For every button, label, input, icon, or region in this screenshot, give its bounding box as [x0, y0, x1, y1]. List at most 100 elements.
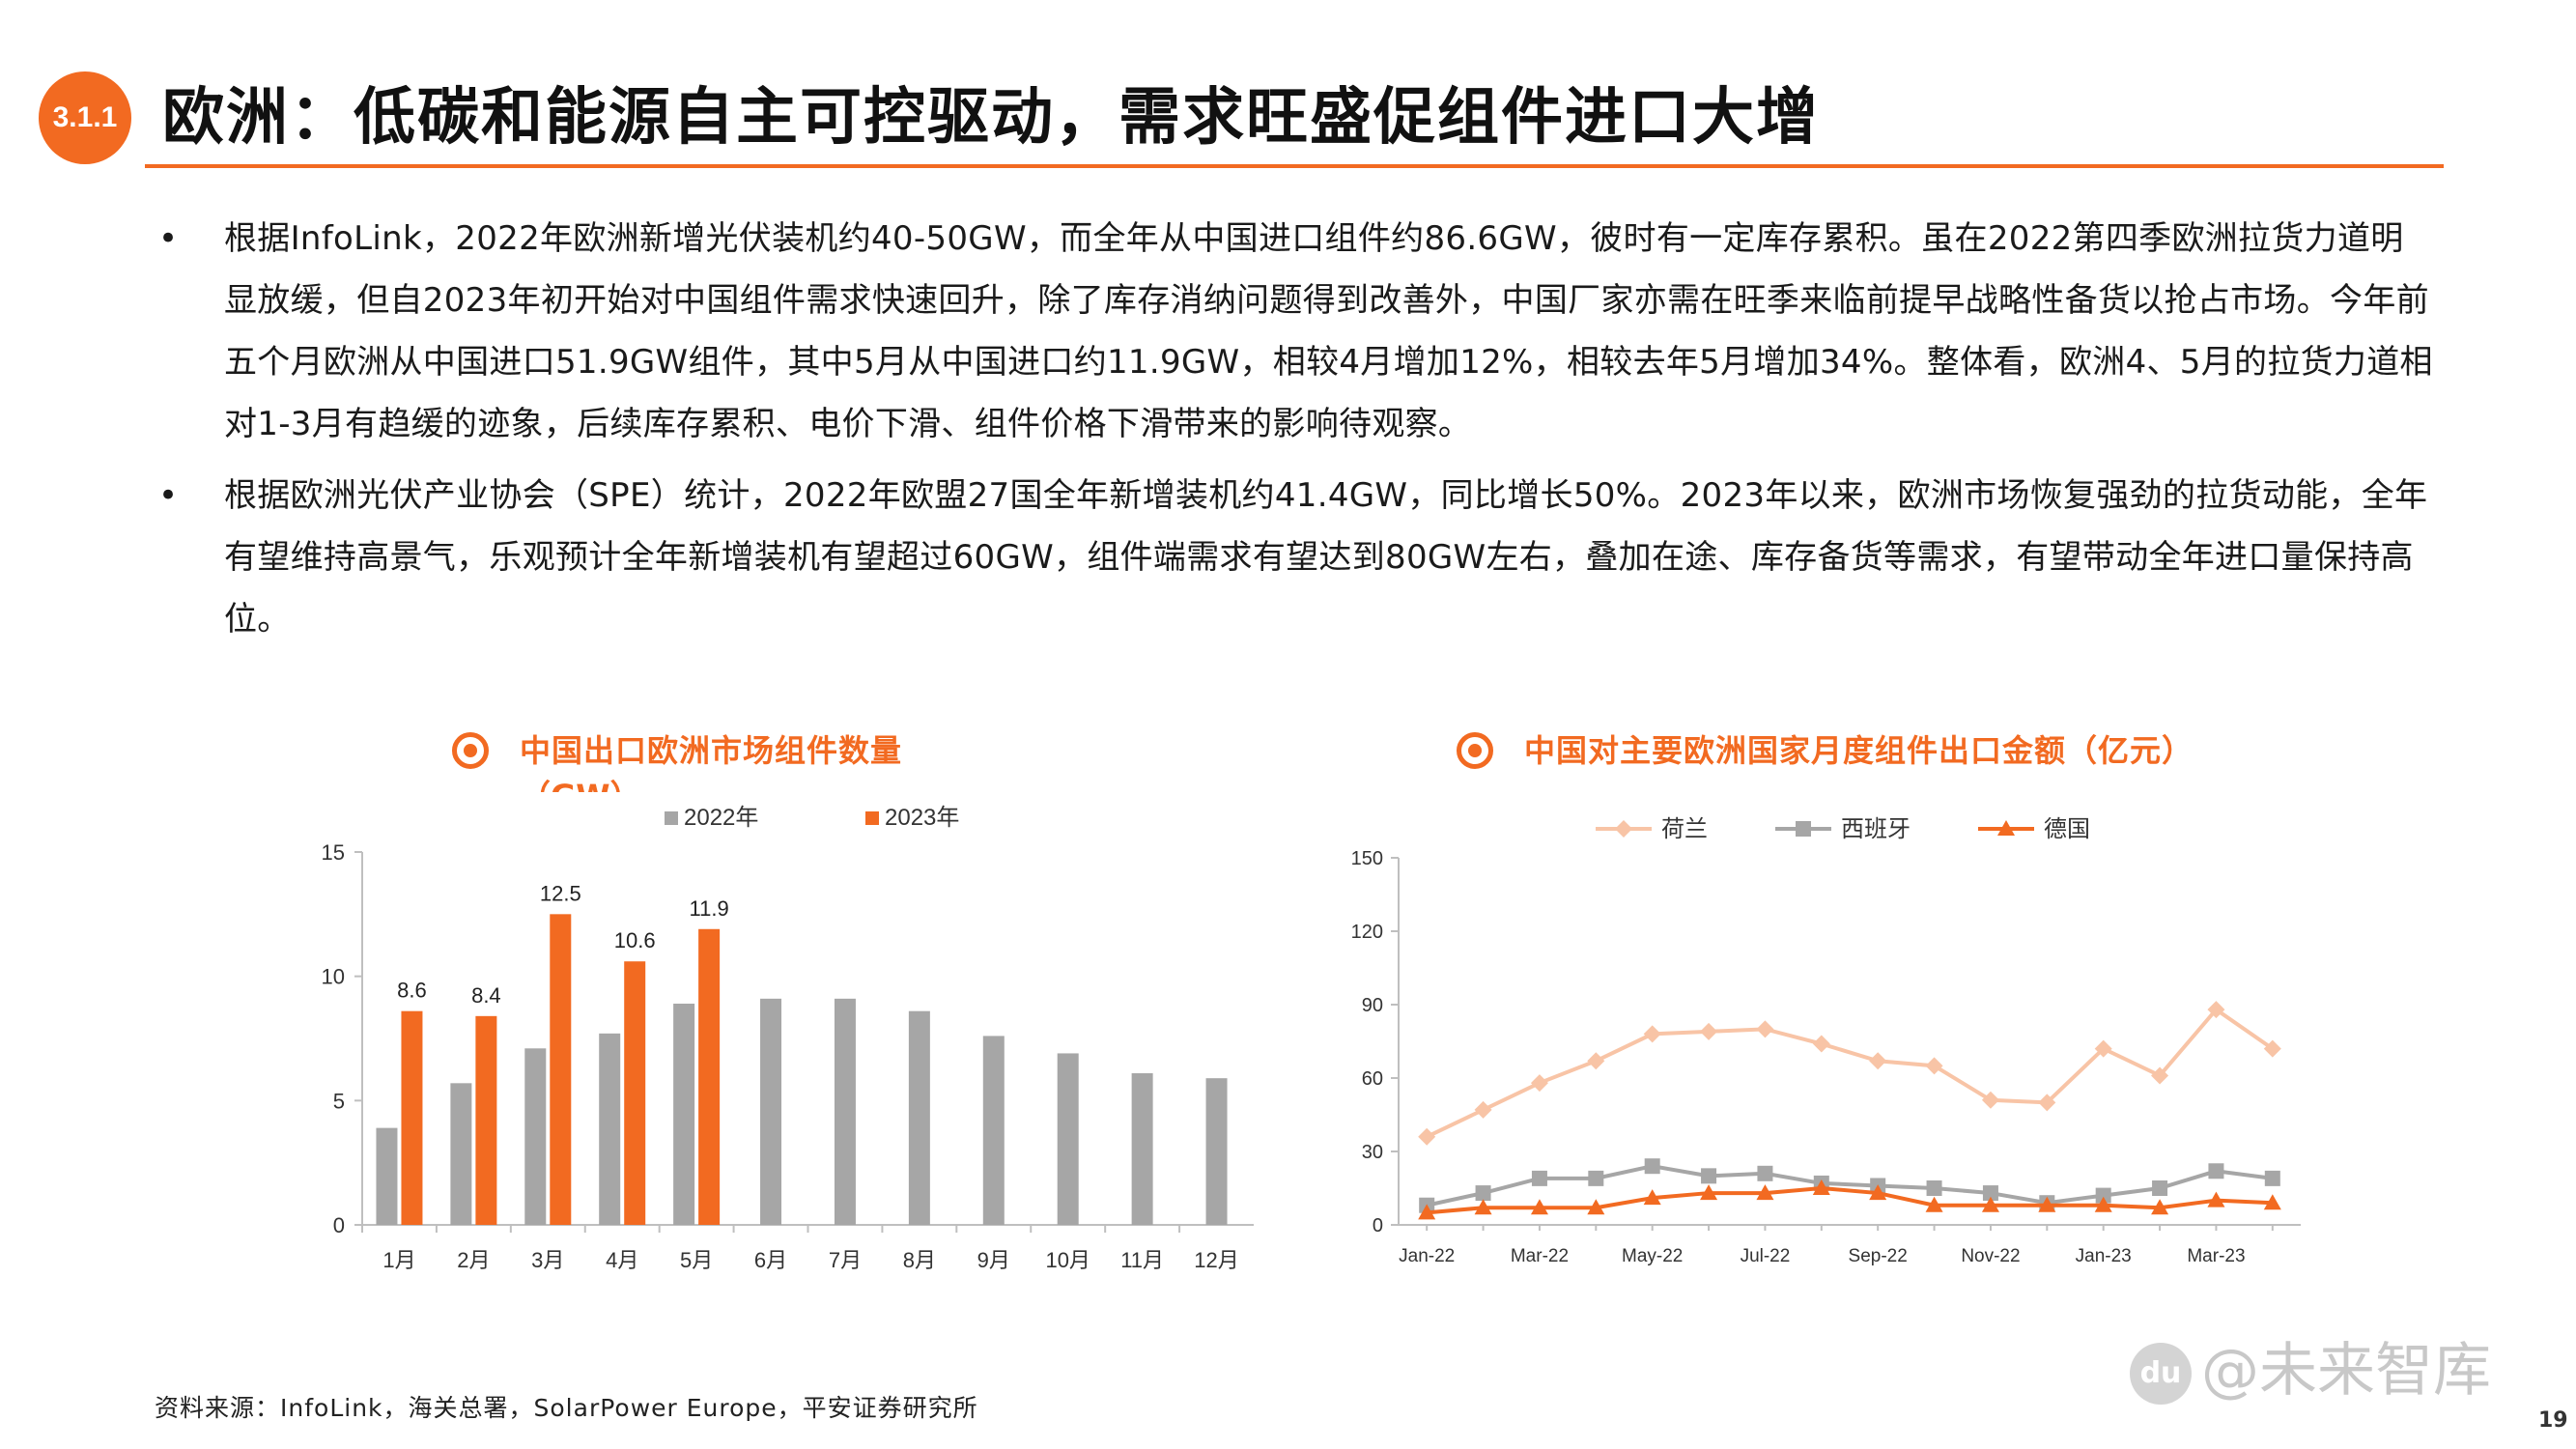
- legend-marker-德国: [1997, 820, 2015, 836]
- series-point-荷兰: [1418, 1127, 1436, 1146]
- x-tick-label: 6月: [754, 1248, 787, 1272]
- series-point-荷兰: [1869, 1052, 1887, 1070]
- x-tick-label: Jan-23: [2076, 1246, 2132, 1266]
- series-point-德国: [2207, 1191, 2225, 1208]
- bullet-item: • 根据InfoLink，2022年欧洲新增光伏装机约40-50GW，而全年从中…: [155, 208, 2434, 455]
- legend-label: 德国: [2044, 816, 2090, 842]
- title-divider: [145, 164, 2444, 168]
- series-line-德国: [1427, 1185, 2273, 1215]
- watermark-text: @未来智库: [2201, 1337, 2491, 1405]
- series-point-荷兰: [2207, 1001, 2225, 1019]
- series-point-荷兰: [1812, 1035, 1830, 1053]
- y-tick-label: 5: [333, 1089, 345, 1113]
- series-point-德国: [1981, 1196, 1999, 1212]
- x-tick-label: Jan-22: [1399, 1246, 1455, 1266]
- bar-2022: [982, 1036, 1005, 1225]
- y-tick-label: 0: [1373, 1215, 1383, 1236]
- series-point-西班牙: [1926, 1180, 1942, 1196]
- series-point-德国: [2263, 1194, 2281, 1210]
- source-note: 资料来源：InfoLink，海关总署，SolarPower Europe，平安证…: [155, 1394, 978, 1422]
- series-point-德国: [1812, 1179, 1830, 1195]
- series-point-西班牙: [2208, 1163, 2224, 1179]
- legend-label: 2022年: [684, 805, 758, 831]
- x-tick-label: 5月: [680, 1248, 713, 1272]
- line-chart-title-text: 中国对主要欧洲国家月度组件出口金额（亿元）: [1524, 732, 2194, 769]
- bullet-item: • 根据欧洲光伏产业协会（SPE）统计，2022年欧盟27国全年新增装机约41.…: [155, 465, 2434, 650]
- bar-data-label: 8.4: [471, 983, 501, 1008]
- bar-2023: [475, 1015, 497, 1225]
- legend-label: 2023年: [885, 805, 959, 831]
- x-tick-label: Mar-22: [1511, 1246, 1569, 1266]
- legend-label: 荷兰: [1661, 816, 1708, 842]
- x-tick-label: Sep-22: [1849, 1246, 1908, 1266]
- series-point-荷兰: [2151, 1066, 2169, 1085]
- series-point-德国: [2151, 1199, 2169, 1215]
- bullet-text: 根据InfoLink，2022年欧洲新增光伏装机约40-50GW，而全年从中国进…: [224, 219, 2433, 443]
- series-point-荷兰: [1700, 1022, 1718, 1040]
- watermark: du @未来智库: [2130, 1323, 2491, 1407]
- bar-2022: [1205, 1078, 1228, 1225]
- x-tick-label: 4月: [606, 1248, 638, 1272]
- series-point-荷兰: [2263, 1039, 2281, 1058]
- watermark-logo-icon: du: [2130, 1343, 2192, 1406]
- bar-2022: [1131, 1073, 1153, 1225]
- series-point-荷兰: [1756, 1020, 1774, 1038]
- series-point-德国: [1418, 1204, 1436, 1220]
- bar-2023: [401, 1010, 423, 1225]
- bullet-dot-icon: •: [158, 219, 179, 258]
- x-tick-label: 1月: [382, 1248, 415, 1272]
- bar-data-label: 11.9: [690, 896, 729, 921]
- x-tick-label: Jul-22: [1741, 1246, 1791, 1266]
- x-tick-label: May-22: [1622, 1246, 1683, 1266]
- series-point-德国: [1643, 1189, 1661, 1206]
- x-tick-label: Nov-22: [1961, 1246, 2020, 1266]
- series-point-荷兰: [1925, 1057, 1943, 1075]
- x-tick-label: 11月: [1120, 1248, 1164, 1272]
- series-point-荷兰: [2038, 1094, 2056, 1112]
- y-tick-label: 10: [322, 965, 345, 989]
- series-point-西班牙: [1701, 1168, 1717, 1184]
- bar-data-label: 10.6: [614, 928, 656, 952]
- series-point-德国: [1925, 1196, 1943, 1212]
- series-point-西班牙: [1588, 1170, 1604, 1186]
- series-point-德国: [2038, 1196, 2056, 1212]
- bar-2022: [673, 1003, 695, 1225]
- series-point-西班牙: [1644, 1158, 1660, 1175]
- target-icon: [1457, 732, 1493, 769]
- bar-2022: [450, 1083, 472, 1225]
- series-point-荷兰: [1981, 1091, 1999, 1109]
- x-tick-label: 10月: [1045, 1248, 1090, 1272]
- bullet-list: • 根据InfoLink，2022年欧洲新增光伏装机约40-50GW，而全年从中…: [155, 208, 2434, 660]
- bar-2022: [524, 1048, 547, 1225]
- series-point-荷兰: [1474, 1100, 1492, 1119]
- series-point-荷兰: [1530, 1074, 1548, 1093]
- bar-2022: [908, 1010, 930, 1225]
- y-tick-label: 30: [1362, 1142, 1383, 1163]
- y-tick-label: 15: [322, 840, 345, 865]
- series-point-西班牙: [1531, 1170, 1547, 1186]
- series-point-西班牙: [2152, 1180, 2168, 1196]
- bullet-text: 根据欧洲光伏产业协会（SPE）统计，2022年欧盟27国全年新增装机约41.4G…: [224, 476, 2428, 639]
- x-tick-label: 12月: [1194, 1248, 1238, 1272]
- bar-data-label: 12.5: [540, 881, 581, 905]
- y-tick-label: 90: [1362, 995, 1383, 1016]
- legend-label: 西班牙: [1841, 816, 1911, 842]
- bar-2022: [599, 1033, 621, 1225]
- bar-chart-title: 中国出口欧洲市场组件数量 （GW）: [452, 726, 1032, 796]
- series-point-西班牙: [2264, 1170, 2280, 1186]
- bar-2023: [550, 914, 572, 1225]
- series-point-德国: [2094, 1196, 2112, 1212]
- legend-swatch-2022年: [665, 811, 678, 825]
- series-point-德国: [1756, 1184, 1774, 1201]
- series-point-德国: [1474, 1199, 1492, 1215]
- y-tick-label: 120: [1351, 922, 1383, 943]
- series-point-德国: [1587, 1199, 1605, 1215]
- x-tick-label: Mar-23: [2187, 1246, 2245, 1266]
- bar-2022: [1057, 1053, 1079, 1225]
- page-title: 欧洲：低碳和能源自主可控驱动，需求旺盛促组件进口大增: [162, 82, 1820, 154]
- series-point-西班牙: [2095, 1187, 2111, 1204]
- bar-2022: [834, 998, 856, 1225]
- line-chart-title: 中国对主要欧洲国家月度组件出口金额（亿元）: [1457, 726, 2326, 784]
- x-tick-label: 7月: [829, 1248, 862, 1272]
